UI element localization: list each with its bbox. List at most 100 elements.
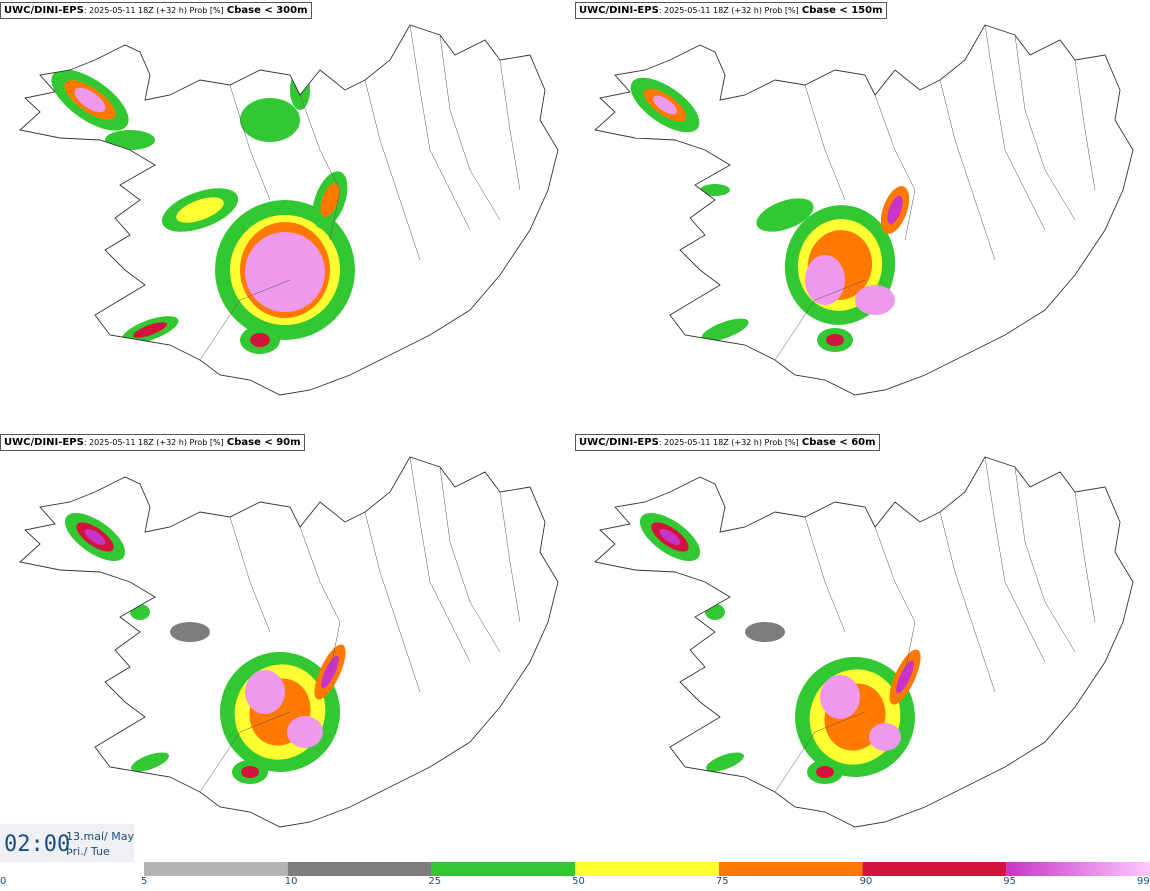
region-boundary xyxy=(984,456,1046,663)
region-boundary xyxy=(499,59,521,191)
region-boundary xyxy=(804,516,846,633)
colorbar-tick-label: 99 xyxy=(1137,876,1150,887)
region-boundary xyxy=(439,34,501,221)
probability-region xyxy=(756,198,814,232)
panel-title: UWC/DINI-EPS: 2025-05-11 18Z (+32 h) Pro… xyxy=(575,434,880,451)
region-boundary xyxy=(299,94,341,241)
probability-region xyxy=(40,639,100,655)
colorbar-tick-label: 95 xyxy=(1003,876,1017,887)
run-info: : 2025-05-11 18Z (+32 h) Prob [%] xyxy=(83,438,224,447)
probability-region xyxy=(896,660,914,694)
colorbar-segment xyxy=(1006,862,1150,876)
threshold-label: Cbase < 90m xyxy=(226,437,301,448)
probability-region xyxy=(701,318,749,342)
run-info: : 2025-05-11 18Z (+32 h) Prob [%] xyxy=(658,6,799,15)
probability-region xyxy=(627,209,663,221)
region-boundary xyxy=(364,511,421,693)
probability-region xyxy=(805,255,845,305)
probability-region xyxy=(855,285,895,315)
region-boundary xyxy=(1014,34,1076,221)
probability-region xyxy=(659,528,681,546)
probability-region xyxy=(245,670,285,714)
probability-region xyxy=(241,766,259,778)
probability-region xyxy=(20,157,34,273)
probability-region xyxy=(615,207,675,223)
coastline xyxy=(19,456,559,828)
probability-colorbar xyxy=(144,862,1150,876)
colorbar-tick-label: 5 xyxy=(141,876,148,887)
iceland-map xyxy=(19,456,559,828)
colorbar-tick-label: 25 xyxy=(428,876,442,887)
threshold-label: Cbase < 300m xyxy=(226,5,308,16)
probability-region xyxy=(615,639,675,655)
probability-region xyxy=(250,333,270,347)
threshold-label: Cbase < 150m xyxy=(801,5,883,16)
probability-region xyxy=(887,195,903,225)
threshold-label: Cbase < 60m xyxy=(801,437,876,448)
probability-region xyxy=(84,528,106,546)
probability-region xyxy=(170,622,210,642)
valid-time-box: 02:00 13.maí/ May Þri./ Tue xyxy=(0,824,134,862)
probability-region xyxy=(52,641,88,653)
probability-region xyxy=(826,334,844,346)
region-boundary xyxy=(874,94,916,241)
region-boundary xyxy=(1074,491,1096,623)
colorbar-tick-label: 50 xyxy=(572,876,585,887)
probability-region xyxy=(290,70,310,110)
model-name: UWC/DINI-EPS xyxy=(579,437,659,448)
region-boundary xyxy=(774,279,866,361)
coastline xyxy=(19,24,559,396)
probability-region xyxy=(245,232,325,312)
valid-weekday: Þri./ Tue xyxy=(66,845,110,858)
panel-title: UWC/DINI-EPS: 2025-05-11 18Z (+32 h) Pro… xyxy=(575,2,887,19)
region-boundary xyxy=(499,491,521,623)
probability-region xyxy=(320,182,340,218)
region-boundary xyxy=(774,711,866,793)
region-boundary xyxy=(364,79,421,261)
probability-region xyxy=(35,205,105,225)
iceland-map xyxy=(19,24,559,396)
model-name: UWC/DINI-EPS xyxy=(4,437,84,448)
model-name: UWC/DINI-EPS xyxy=(579,5,659,16)
region-boundary xyxy=(229,516,271,633)
region-boundary xyxy=(409,24,471,231)
probability-region xyxy=(653,95,677,115)
panel-title: UWC/DINI-EPS: 2025-05-11 18Z (+32 h) Pro… xyxy=(0,434,305,451)
colorbar-segment xyxy=(431,862,576,876)
probability-region xyxy=(745,622,785,642)
region-boundary xyxy=(199,279,291,361)
colorbar-segment xyxy=(862,862,1007,876)
probability-region xyxy=(74,87,106,113)
probability-region xyxy=(240,98,300,142)
panel-title: UWC/DINI-EPS: 2025-05-11 18Z (+32 h) Pro… xyxy=(0,2,312,19)
region-boundary xyxy=(229,84,271,201)
probability-region xyxy=(105,130,155,150)
region-boundary xyxy=(1074,59,1096,191)
region-boundary xyxy=(439,466,501,653)
probability-region xyxy=(176,197,224,223)
model-name: UWC/DINI-EPS xyxy=(4,5,84,16)
probability-region xyxy=(820,675,860,719)
probability-region xyxy=(287,716,323,748)
probability-region xyxy=(705,604,725,620)
valid-time: 02:00 xyxy=(4,832,71,857)
region-boundary xyxy=(299,526,341,673)
colorbar-segment xyxy=(287,862,432,876)
region-boundary xyxy=(939,79,996,261)
iceland-map xyxy=(594,456,1134,828)
map-panel-150m: UWC/DINI-EPS: 2025-05-11 18Z (+32 h) Pro… xyxy=(575,0,1150,432)
region-boundary xyxy=(984,24,1046,231)
run-info: : 2025-05-11 18Z (+32 h) Prob [%] xyxy=(658,438,799,447)
region-boundary xyxy=(1014,466,1076,653)
valid-date: 13.maí/ May xyxy=(66,830,134,843)
iceland-map xyxy=(594,24,1134,396)
probability-region xyxy=(132,322,168,338)
colorbar-tick-label: 10 xyxy=(284,876,298,887)
region-boundary xyxy=(939,511,996,693)
probability-region xyxy=(816,766,834,778)
region-boundary xyxy=(199,711,291,793)
probability-region xyxy=(627,641,663,653)
probability-region xyxy=(700,184,730,196)
map-panel-90m: UWC/DINI-EPS: 2025-05-11 18Z (+32 h) Pro… xyxy=(0,432,575,864)
probability-region xyxy=(48,208,92,222)
